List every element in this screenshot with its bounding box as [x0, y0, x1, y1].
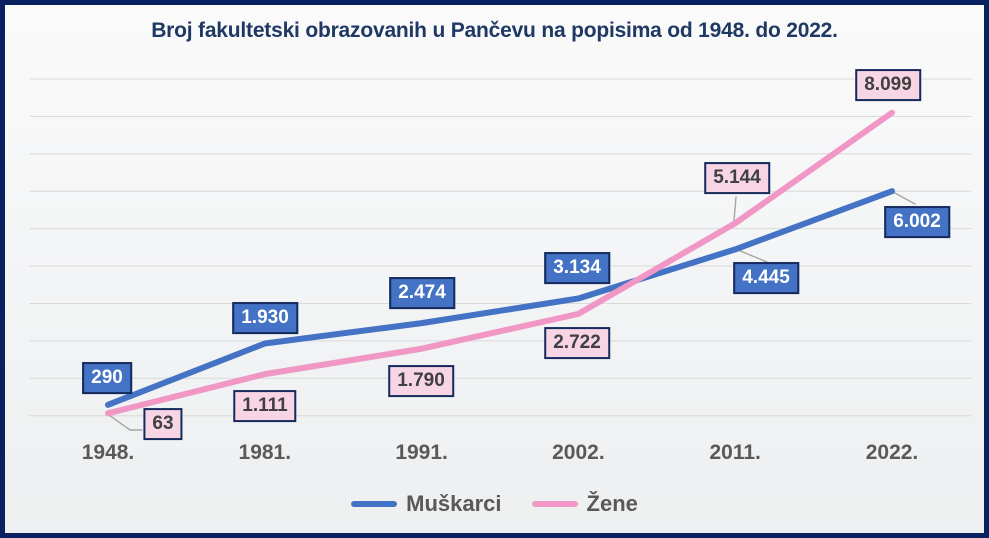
data-label-muskarci-4: 4.445: [733, 262, 799, 294]
data-label-zene-4: 5.144: [704, 162, 770, 194]
data-label-muskarci-1: 1.930: [232, 302, 298, 334]
legend-label-zene: Žene: [586, 491, 638, 516]
leader-line: [737, 249, 768, 263]
legend-label-muskarci: Muškarci: [406, 491, 502, 516]
data-label-muskarci-0: 290: [82, 362, 132, 394]
legend-item-zene: Žene: [531, 491, 638, 517]
legend-item-muskarci: Muškarci: [351, 491, 502, 517]
leader-line: [733, 196, 737, 222]
legend-swatch-zene: [531, 501, 578, 507]
x-axis-label-0: 1948.: [81, 441, 135, 464]
leader-line: [892, 191, 916, 205]
x-axis-label-2: 1991.: [395, 441, 448, 464]
plot-area: [29, 78, 972, 431]
x-axis-label-4: 2011.: [709, 441, 761, 464]
series-line-zene: [105, 109, 895, 417]
data-label-muskarci-2: 2.474: [389, 277, 455, 309]
series-line-muskarci: [105, 188, 895, 408]
data-label-zene-5: 8.099: [855, 69, 921, 101]
data-label-muskarci-3: 3.134: [544, 252, 610, 284]
leader-line: [108, 414, 143, 431]
data-label-zene-1: 1.111: [233, 390, 297, 422]
chart-title: Broj fakultetski obrazovanih u Pančevu n…: [151, 19, 838, 42]
data-label-zene-3: 2.722: [544, 327, 610, 359]
data-label-zene-2: 1.790: [388, 365, 454, 397]
x-axis-label-1: 1981.: [238, 441, 292, 464]
legend: Muškarci Žene: [5, 488, 984, 520]
legend-swatch-muskarci: [351, 501, 398, 507]
x-axis-label-3: 2002.: [552, 441, 605, 464]
data-label-zene-0: 63: [143, 408, 183, 440]
data-label-muskarci-5: 6.002: [884, 206, 950, 238]
x-axis-label-5: 2022.: [865, 441, 919, 464]
